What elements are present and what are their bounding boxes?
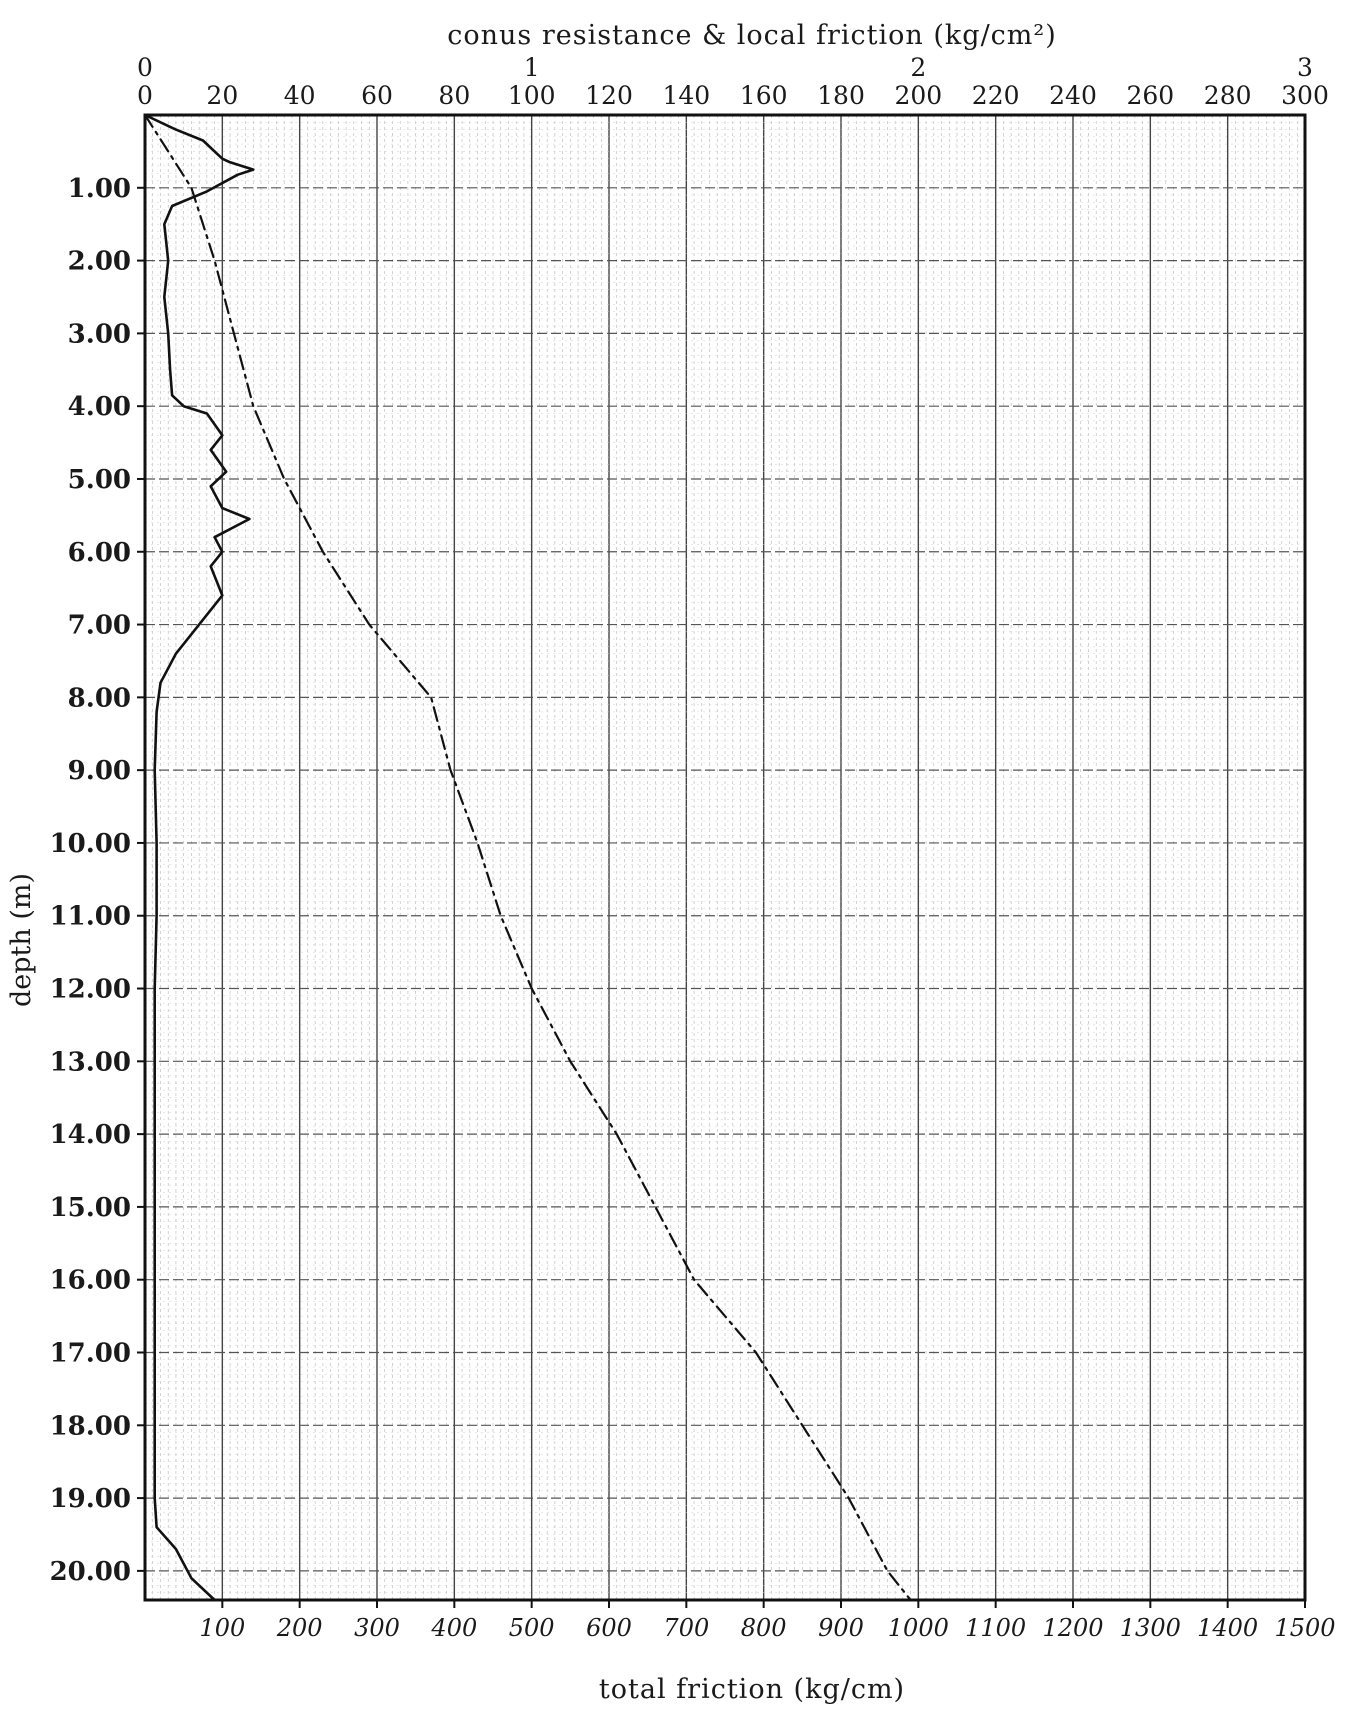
bottom-axis-tick-label: 200: [276, 1614, 323, 1642]
depth-tick-label: 6.00: [68, 538, 131, 568]
bottom-axis-tick-label: 1100: [965, 1614, 1026, 1642]
depth-tick-label: 11.00: [50, 902, 131, 932]
bottom-axis-tick-label: 1300: [1120, 1614, 1181, 1642]
bottom-axis-tick-label: 1500: [1274, 1614, 1335, 1642]
top-axis-tick-label: 240: [1049, 81, 1097, 110]
top-axis-tick-label: 280: [1204, 81, 1252, 110]
depth-tick-label: 5.00: [68, 465, 131, 495]
conus-resistance-line: [143, 113, 255, 1602]
bottom-axis-tick-label: 1200: [1042, 1614, 1103, 1642]
top-axis-tick-label: 20: [206, 81, 238, 110]
bottom-axis-tick-label: 1000: [888, 1614, 949, 1642]
top-axis-tick-label: 180: [817, 81, 865, 110]
depth-tick-label: 20.00: [50, 1557, 131, 1587]
plot-frame: [143, 113, 1307, 1602]
depth-tick-label: 18.00: [50, 1411, 131, 1441]
depth-tick-label: 14.00: [50, 1120, 131, 1150]
depth-tick-label: 4.00: [68, 392, 131, 422]
bottom-axis-tick-label: 1400: [1197, 1614, 1258, 1642]
bottom-axis-tick-label: 900: [818, 1614, 864, 1642]
top-axis-tick-label: 260: [1126, 81, 1174, 110]
bottom-axis-title: total friction (kg/cm): [599, 1674, 905, 1705]
top-axis-tick-label: 100: [508, 81, 556, 110]
secondary-scale-tick-label: 3: [1297, 53, 1313, 82]
depth-tick-label: 15.00: [50, 1193, 131, 1223]
depth-tick-label: 7.00: [68, 611, 131, 641]
top-axis-tick-label: 160: [740, 81, 788, 110]
depth-tick-label: 3.00: [68, 319, 131, 349]
depth-tick-label: 16.00: [50, 1266, 131, 1296]
depth-tick-label: 12.00: [50, 975, 131, 1005]
depth-tick-label: 8.00: [68, 683, 131, 713]
top-axis-tick-label: 220: [972, 81, 1020, 110]
top-axis-tick-label: 40: [284, 81, 316, 110]
top-axis-tick-label: 200: [894, 81, 942, 110]
top-axis-tick-label: 300: [1281, 81, 1329, 110]
top-axis-tick-label: 60: [361, 81, 393, 110]
bottom-axis-tick-label: 700: [663, 1614, 709, 1642]
depth-tick-label: 10.00: [50, 829, 131, 859]
top-axis-tick-label: 120: [585, 81, 633, 110]
secondary-scale-tick-label: 2: [910, 53, 926, 82]
total-friction-line: [143, 113, 912, 1602]
bottom-axis-tick-label: 600: [586, 1614, 632, 1642]
secondary-scale-tick-label: 1: [524, 53, 540, 82]
depth-tick-label: 9.00: [68, 756, 131, 786]
secondary-scale-tick-label: 0: [137, 53, 153, 82]
depth-tick-label: 1.00: [68, 174, 131, 204]
depth-axis-title: depth (m): [6, 873, 37, 1007]
depth-tick-label: 19.00: [50, 1484, 131, 1514]
bottom-axis-tick-label: 300: [354, 1614, 400, 1642]
bottom-axis-tick-label: 800: [741, 1614, 787, 1642]
top-axis-title: conus resistance & local friction (kg/cm…: [447, 20, 1057, 51]
series: [143, 113, 912, 1602]
top-axis-tick-label: 0: [137, 81, 153, 110]
bottom-axis-tick-label: 400: [430, 1614, 477, 1642]
top-axis-tick-label: 80: [438, 81, 470, 110]
grid: [145, 115, 1305, 1600]
bottom-axis-tick-label: 500: [509, 1614, 555, 1642]
axes: 0 20 40 60 80 100 120 140 160 180 200 220 240 260 280 3…: [50, 53, 1336, 1642]
bottom-axis-tick-label: 100: [199, 1614, 245, 1642]
depth-tick-label: 2.00: [68, 247, 131, 277]
depth-tick-label: 17.00: [50, 1339, 131, 1369]
top-axis-tick-label: 140: [662, 81, 710, 110]
depth-tick-label: 13.00: [50, 1047, 131, 1077]
